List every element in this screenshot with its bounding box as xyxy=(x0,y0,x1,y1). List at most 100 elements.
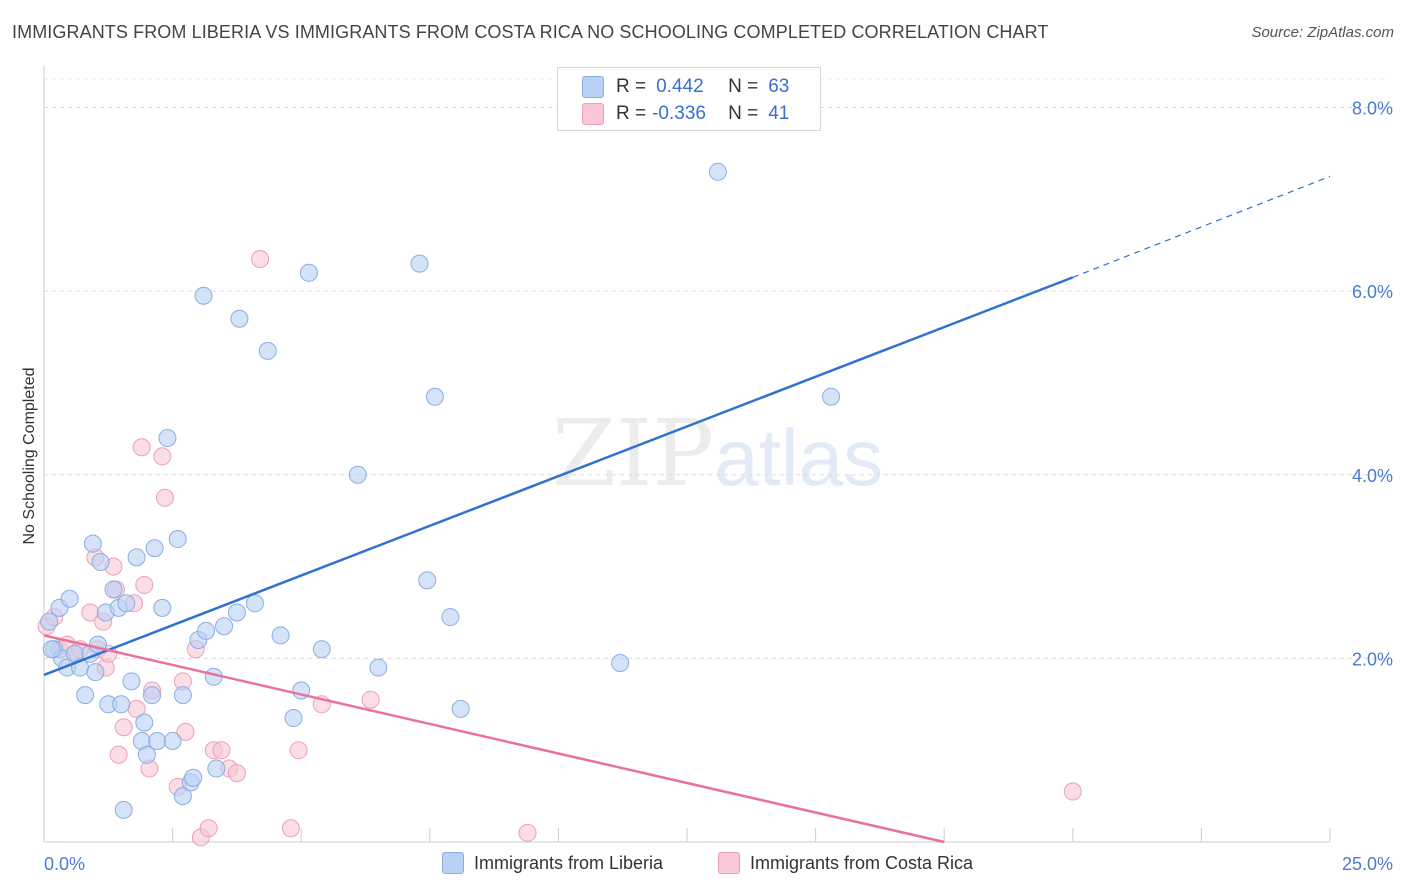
costa-rica-point xyxy=(212,741,231,760)
watermark: ZIPatlas xyxy=(552,400,883,507)
costa-rica-point xyxy=(176,722,195,741)
x-tick-label: 0.0% xyxy=(44,854,85,874)
liberia-point xyxy=(284,709,303,728)
legend-r-label: R = xyxy=(616,103,647,124)
liberia-point xyxy=(137,745,156,764)
y-tick-label: 2.0% xyxy=(1352,649,1393,669)
costa-rica-point xyxy=(199,819,218,838)
legend-row-liberia: R = 0.442 N = 63 xyxy=(582,74,789,100)
costa-rica-point xyxy=(361,690,380,709)
costa-rica-trend-line xyxy=(43,634,945,844)
source-label: Source: ZipAtlas.com xyxy=(1251,24,1394,41)
liberia-point xyxy=(168,530,187,549)
costa-rica-point xyxy=(227,764,246,783)
liberia-point xyxy=(299,263,318,282)
trend-lines xyxy=(43,175,1331,844)
liberia-swatch xyxy=(582,76,604,98)
liberia-point xyxy=(197,621,216,640)
costa-rica-legend-label: Immigrants from Costa Rica xyxy=(750,852,974,873)
costa-rica-point xyxy=(1063,782,1082,801)
bottom-legend-liberia: Immigrants from Liberia xyxy=(442,852,663,874)
liberia-point xyxy=(418,571,437,590)
liberia-point xyxy=(163,732,182,751)
liberia-point xyxy=(207,759,226,778)
costa-rica-point xyxy=(135,575,154,594)
liberia-point xyxy=(112,695,131,714)
liberia-point xyxy=(148,732,167,751)
liberia-point xyxy=(158,429,177,448)
costa-rica-point xyxy=(251,250,270,269)
legend-n-liberia: 63 xyxy=(768,76,790,97)
liberia-point xyxy=(425,387,444,406)
costa-rica-legend-swatch xyxy=(718,852,740,874)
x-tick-label: 25.0% xyxy=(1342,854,1393,874)
liberia-point xyxy=(114,800,133,819)
liberia-point xyxy=(312,640,331,659)
legend-row-costa-rica: R = -0.336 N = 41 xyxy=(582,101,789,127)
legend-r-costa-rica: -0.336 xyxy=(652,103,706,124)
liberia-point xyxy=(86,663,105,682)
costa-rica-point xyxy=(114,718,133,737)
liberia-point xyxy=(60,589,79,608)
liberia-point xyxy=(135,713,154,732)
liberia-point xyxy=(258,341,277,360)
y-tick-label: 4.0% xyxy=(1352,466,1393,486)
costa-rica-point xyxy=(109,745,128,764)
liberia-legend-label: Immigrants from Liberia xyxy=(474,852,664,873)
chart-title: IMMIGRANTS FROM LIBERIA VS IMMIGRANTS FR… xyxy=(12,22,1049,42)
liberia-point xyxy=(143,686,162,705)
liberia-point xyxy=(215,617,234,636)
y-tick-label: 8.0% xyxy=(1352,99,1393,119)
liberia-point xyxy=(369,658,388,677)
liberia-point xyxy=(271,626,290,645)
liberia-point xyxy=(227,603,246,622)
legend-r-liberia: 0.442 xyxy=(656,76,704,97)
liberia-point xyxy=(91,552,110,571)
y-axis-title: No Schooling Completed xyxy=(21,368,38,545)
liberia-points xyxy=(40,162,841,819)
liberia-point xyxy=(822,387,841,406)
liberia-point xyxy=(611,653,630,672)
liberia-point xyxy=(348,465,367,484)
liberia-point xyxy=(194,286,213,305)
costa-rica-point xyxy=(281,819,300,838)
axes xyxy=(43,66,1331,843)
legend-r-label: R = xyxy=(616,76,647,97)
costa-rica-point xyxy=(289,741,308,760)
liberia-point xyxy=(245,594,264,613)
costa-rica-point xyxy=(518,823,537,842)
liberia-point xyxy=(173,686,192,705)
liberia-point xyxy=(441,608,460,627)
liberia-point xyxy=(230,309,249,328)
liberia-point xyxy=(410,254,429,273)
liberia-point xyxy=(76,686,95,705)
costa-rica-point xyxy=(132,438,151,457)
liberia-legend-swatch xyxy=(442,852,464,874)
legend-n-label: N = xyxy=(728,103,759,124)
tick-labels: 2.0% 4.0% 6.0% 8.0% 0.0% 25.0% xyxy=(44,99,1393,874)
liberia-point xyxy=(40,612,59,631)
liberia-point xyxy=(153,598,172,617)
bottom-legend-costa-rica: Immigrants from Costa Rica xyxy=(718,852,973,874)
liberia-point xyxy=(42,640,61,659)
legend-n-label: N = xyxy=(728,76,759,97)
liberia-point xyxy=(83,534,102,553)
watermark-zip: ZIP xyxy=(552,400,715,507)
y-tick-label: 6.0% xyxy=(1352,282,1393,302)
liberia-point xyxy=(184,768,203,787)
liberia-point xyxy=(122,672,141,691)
liberia-point xyxy=(104,580,123,599)
liberia-point xyxy=(145,539,164,558)
liberia-trend-line xyxy=(43,276,1074,677)
liberia-point xyxy=(451,699,470,718)
liberia-point xyxy=(127,548,146,567)
liberia-trend-extension xyxy=(1072,175,1331,278)
costa-rica-points xyxy=(37,250,1082,847)
costa-rica-swatch xyxy=(582,103,604,125)
liberia-point xyxy=(117,594,136,613)
costa-rica-point xyxy=(155,488,174,507)
stats-legend: R = 0.442 N = 63 R = -0.336 N = 41 xyxy=(557,67,821,131)
legend-n-costa-rica: 41 xyxy=(768,103,790,124)
liberia-point xyxy=(173,787,192,806)
